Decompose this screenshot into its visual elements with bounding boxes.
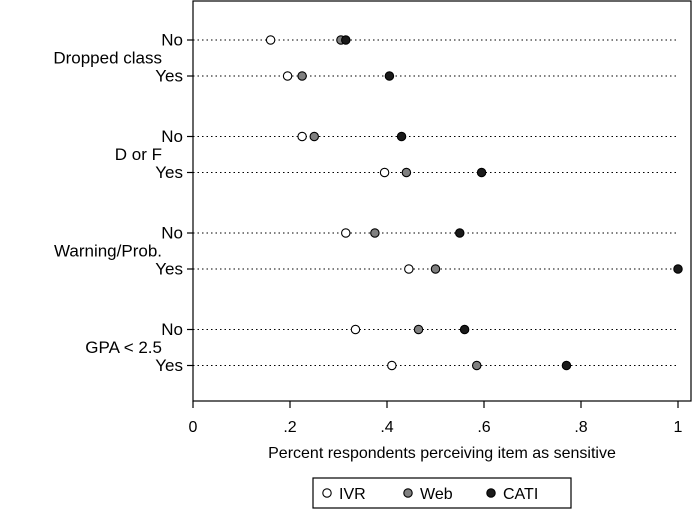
legend-marker-web — [403, 488, 413, 498]
point-cati — [341, 35, 351, 45]
point-ivr — [350, 324, 361, 335]
point-web — [401, 167, 412, 178]
point-web — [471, 360, 482, 371]
legend-label-web: Web — [420, 486, 453, 503]
point-web — [309, 131, 319, 142]
legend-label-cati: CATI — [503, 486, 538, 503]
row-label: Yes — [155, 259, 183, 278]
legend: IVR Web CATI — [312, 477, 572, 509]
row-label: Yes — [155, 66, 183, 85]
point-ivr — [341, 228, 351, 238]
x-axis-label: Percent respondents perceiving item as s… — [268, 445, 616, 462]
row-label: No — [161, 127, 183, 146]
row-label: No — [161, 320, 183, 339]
row-label: No — [161, 30, 183, 49]
row-label: Yes — [155, 356, 183, 375]
point-web — [297, 71, 307, 81]
point-cati — [673, 264, 683, 274]
plot-area-frame — [192, 0, 692, 402]
legend-label-ivr: IVR — [339, 486, 366, 503]
point-ivr — [297, 131, 307, 142]
group-label: Dropped class — [53, 48, 162, 67]
legend-marker-ivr — [322, 488, 332, 498]
x-tick-label: .4 — [380, 419, 393, 436]
row-label: Yes — [155, 163, 183, 182]
point-ivr — [379, 167, 390, 178]
row-labels: No Yes No Yes No Yes No Yes — [155, 30, 183, 375]
point-ivr — [282, 71, 293, 81]
point-ivr — [404, 264, 414, 274]
x-axis-ticks: 0 .2 .4 .6 .8 1 — [187, 39, 683, 436]
group-label: GPA < 2.5 — [85, 338, 162, 357]
x-tick-label: .8 — [574, 419, 587, 436]
row-label: No — [161, 223, 183, 242]
legend-marker-cati — [486, 488, 496, 498]
point-cati — [384, 71, 395, 81]
point-cati — [454, 228, 465, 238]
x-tick-label: 0 — [189, 419, 198, 436]
x-tick-label: .6 — [477, 419, 490, 436]
point-cati — [561, 360, 572, 371]
x-tick-label: 1 — [674, 419, 683, 436]
point-cati — [476, 167, 487, 178]
data-points — [265, 35, 683, 371]
point-web — [430, 264, 441, 274]
row-guide-lines — [193, 39, 678, 366]
point-cati — [396, 131, 407, 142]
group-label: D or F — [115, 145, 162, 164]
point-cati — [459, 324, 470, 335]
x-tick-label: .2 — [283, 419, 296, 436]
point-web — [413, 324, 424, 335]
legend-box — [312, 477, 572, 509]
group-label: Warning/Prob. — [54, 241, 162, 260]
group-labels: Dropped class D or F Warning/Prob. GPA < 2.… — [53, 48, 162, 357]
point-web — [370, 228, 380, 238]
point-ivr — [265, 35, 276, 45]
point-ivr — [387, 360, 397, 371]
